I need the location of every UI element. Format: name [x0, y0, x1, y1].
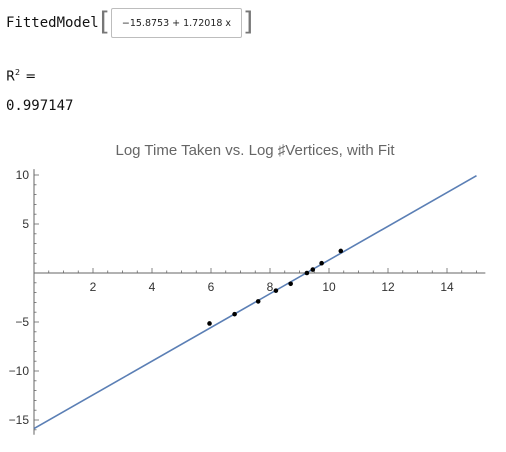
fitted-model-box[interactable]: −15.8753 + 1.72018 x [110, 8, 243, 38]
chart-title: Log Time Taken vs. Log ♯Vertices, with F… [115, 142, 395, 159]
r-squared-superscript: 2 [15, 68, 21, 77]
x-tick-label: 6 [208, 280, 215, 294]
y-tick-label: 10 [16, 168, 30, 182]
x-tick-label: 4 [149, 280, 156, 294]
data-point [310, 267, 316, 272]
axes: 2 4 6 8 10 12 14 10 5 −5 −10 −15 [9, 168, 486, 435]
r-squared-value: 0.997147 [6, 98, 74, 114]
fitted-model-expression: −15.8753 + 1.72018 x [121, 17, 232, 29]
scatter-fit-chart: Log Time Taken vs. Log ♯Vertices, with F… [9, 142, 486, 435]
r-squared-label-row: R2 = [6, 68, 36, 84]
y-tick-label: 5 [22, 217, 29, 231]
fitted-model-label: FittedModel [6, 15, 99, 31]
data-point [319, 260, 324, 266]
fit-line-group [33, 175, 477, 430]
x-tick-label: 12 [381, 280, 395, 294]
left-bracket: [ [99, 7, 110, 37]
y-tick-label: −10 [9, 364, 30, 378]
x-tick-label: 8 [267, 280, 274, 294]
data-point [207, 321, 212, 326]
x-tick-label: 10 [322, 280, 336, 294]
data-point [273, 288, 279, 293]
data-points [207, 248, 344, 326]
x-tick-label: 2 [90, 280, 97, 294]
right-bracket: ] [243, 7, 254, 37]
fit-line [33, 175, 477, 430]
fitted-model-row: FittedModel [ −15.8753 + 1.72018 x ] [6, 8, 254, 38]
data-point [288, 281, 293, 287]
y-tick-label: −5 [15, 315, 29, 329]
data-point [338, 248, 344, 254]
y-tick-label: −15 [9, 413, 30, 427]
data-point [232, 311, 237, 317]
data-point [304, 270, 310, 276]
data-point [255, 299, 261, 304]
r-squared-label: R [6, 69, 16, 85]
x-tick-label: 14 [440, 280, 454, 294]
r-squared-suffix: = [21, 69, 37, 85]
